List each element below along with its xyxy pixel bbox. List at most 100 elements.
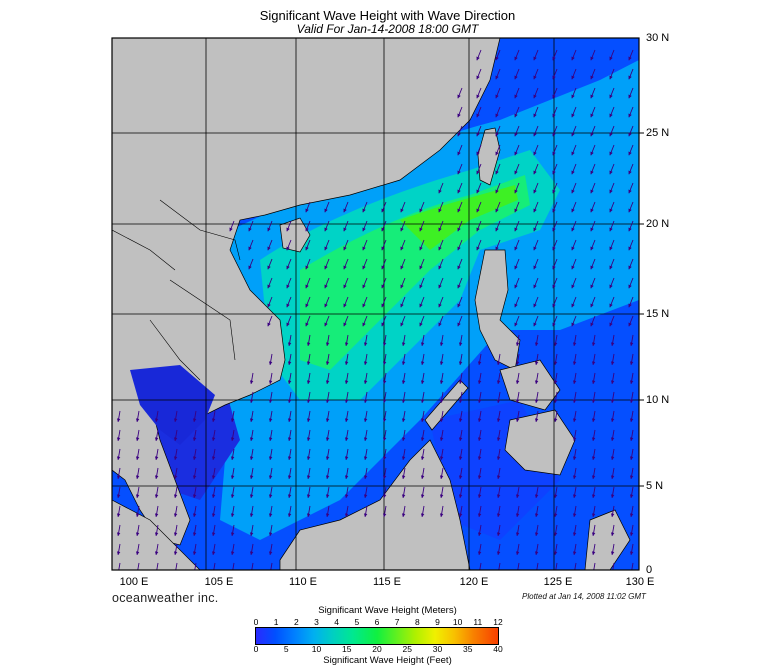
colorbar-tick-feet: 30 xyxy=(432,644,443,654)
wave-direction-arrow xyxy=(401,391,406,404)
wave-direction-arrow xyxy=(629,429,634,442)
country-borders xyxy=(112,199,241,381)
borneo-island xyxy=(279,439,471,570)
wave-direction-arrow xyxy=(420,448,425,461)
wave-direction-arrow xyxy=(571,87,577,99)
wave-direction-arrow xyxy=(363,410,368,423)
wave-direction-arrow xyxy=(479,562,482,570)
wave-direction-arrow xyxy=(609,106,615,118)
wave-direction-arrow xyxy=(515,505,520,518)
wave-direction-arrow xyxy=(533,106,539,118)
wave-direction-arrow xyxy=(552,144,558,156)
wave-direction-arrow xyxy=(344,467,349,480)
wave-direction-arrow xyxy=(400,296,406,308)
wave-direction-arrow xyxy=(477,467,482,480)
lat-label-5n: 5 N xyxy=(646,480,664,492)
wave-direction-arrow xyxy=(343,201,349,213)
wave-direction-arrow xyxy=(629,372,634,385)
wave-direction-arrow xyxy=(325,372,330,385)
wave-direction-arrow xyxy=(593,562,596,570)
wave-direction-arrow xyxy=(571,106,577,118)
wave-direction-arrow xyxy=(249,410,254,423)
wave-direction-arrow xyxy=(306,467,311,480)
wave-direction-arrow xyxy=(306,505,311,518)
wave-direction-arrow xyxy=(286,296,292,308)
wave-direction-arrow xyxy=(533,315,539,327)
wave-direction-arrow xyxy=(116,410,121,423)
wave-direction-arrow xyxy=(591,353,596,366)
wave-direction-arrow xyxy=(173,448,178,461)
wave-direction-arrow xyxy=(534,372,539,385)
wave-direction-arrow xyxy=(571,125,577,137)
wave-direction-arrow xyxy=(610,467,615,480)
wave-direction-arrow xyxy=(631,562,634,570)
wave-direction-arrow xyxy=(268,524,273,537)
wave-direction-arrow xyxy=(514,106,520,118)
wave-direction-arrow xyxy=(457,144,463,156)
wave-direction-arrow xyxy=(609,49,615,61)
wave-direction-arrow xyxy=(498,562,501,570)
wave-direction-arrow xyxy=(609,296,615,308)
wave-direction-arrow xyxy=(571,201,577,213)
wave-direction-arrow xyxy=(211,505,216,518)
mindanao-island xyxy=(504,409,576,476)
wave-direction-arrow xyxy=(362,239,368,251)
wave-direction-arrow xyxy=(382,429,387,442)
wave-direction-arrow xyxy=(533,258,539,270)
wave-direction-arrow xyxy=(590,201,596,213)
wave-direction-arrow xyxy=(401,410,406,423)
wave-direction-arrow xyxy=(306,334,311,347)
wave-direction-arrow xyxy=(401,372,406,385)
wave-direction-arrow xyxy=(496,505,501,518)
wave-direction-arrow xyxy=(401,429,406,442)
wave-direction-arrow xyxy=(591,391,596,404)
wave-direction-arrow xyxy=(401,505,406,518)
colorbar-tick-meters: 10 xyxy=(452,617,463,627)
sulawesi-island xyxy=(584,509,631,570)
wave-direction-arrow xyxy=(495,87,501,99)
wave-direction-arrow xyxy=(609,163,615,175)
wave-direction-arrow xyxy=(534,505,539,518)
wave-direction-arrow xyxy=(362,201,368,213)
wave-direction-arrow xyxy=(268,372,273,385)
wave-direction-arrow xyxy=(343,277,349,289)
wave-direction-arrow xyxy=(591,467,596,480)
wave-direction-arrow xyxy=(229,220,235,232)
wave-direction-arrow xyxy=(457,239,463,251)
wave-direction-arrow xyxy=(267,258,273,270)
wave-direction-arrow xyxy=(438,258,444,270)
wave-direction-arrow xyxy=(552,220,558,232)
wave-direction-arrow xyxy=(381,258,387,270)
wave-direction-arrow xyxy=(363,467,368,480)
wave-direction-arrow xyxy=(628,106,634,118)
wave-direction-arrow xyxy=(476,182,482,194)
wave-direction-arrow xyxy=(553,372,558,385)
wave-direction-arrow xyxy=(267,315,273,327)
colorbar-tick-meters: 9 xyxy=(435,617,440,627)
wave-direction-arrow xyxy=(458,467,463,480)
wave-direction-arrow xyxy=(401,448,406,461)
wave-direction-arrow xyxy=(382,391,387,404)
wave-direction-arrow xyxy=(194,562,197,570)
wave-direction-arrow xyxy=(514,163,520,175)
wave-direction-arrow xyxy=(514,87,520,99)
wave-direction-arrow xyxy=(629,524,634,537)
wave-direction-arrow xyxy=(343,239,349,251)
wave-direction-arrow xyxy=(533,87,539,99)
wave-direction-arrow xyxy=(419,201,425,213)
colorbar-tick-feet: 10 xyxy=(311,644,322,654)
wave-direction-arrow xyxy=(609,182,615,194)
wave-direction-arrow xyxy=(496,429,501,442)
colorbar-tick-feet: 0 xyxy=(253,644,259,654)
wave-direction-arrow xyxy=(230,543,235,556)
wave-direction-arrow xyxy=(552,201,558,213)
wave-direction-arrow xyxy=(553,486,558,499)
lat-label-25n: 25 N xyxy=(646,127,670,139)
wave-direction-arrow xyxy=(534,543,539,556)
wave-direction-arrow xyxy=(305,296,311,308)
wave-direction-arrow xyxy=(609,201,615,213)
wave-direction-arrow xyxy=(458,486,463,499)
wave-direction-arrow xyxy=(439,391,444,404)
wave-direction-arrow xyxy=(553,353,558,366)
wave-direction-arrow xyxy=(438,182,444,194)
